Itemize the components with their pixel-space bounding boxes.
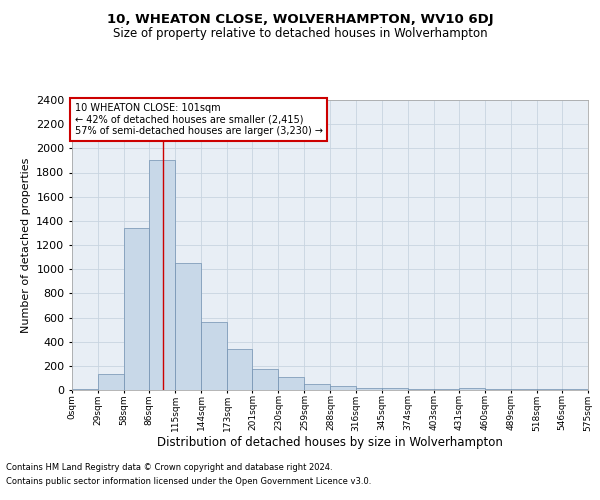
Bar xyxy=(459,388,485,390)
X-axis label: Distribution of detached houses by size in Wolverhampton: Distribution of detached houses by size … xyxy=(157,436,503,449)
Bar xyxy=(331,386,356,390)
Bar xyxy=(124,228,149,390)
Bar xyxy=(175,263,201,390)
Bar xyxy=(304,384,331,390)
Bar xyxy=(98,374,124,390)
Text: Contains public sector information licensed under the Open Government Licence v3: Contains public sector information licen… xyxy=(6,477,371,486)
Bar xyxy=(201,322,227,390)
Bar xyxy=(227,349,253,390)
Bar xyxy=(382,388,407,390)
Bar xyxy=(278,376,304,390)
Bar xyxy=(356,388,382,390)
Bar xyxy=(72,389,98,390)
Bar xyxy=(407,389,434,390)
Bar xyxy=(253,370,278,390)
Text: 10, WHEATON CLOSE, WOLVERHAMPTON, WV10 6DJ: 10, WHEATON CLOSE, WOLVERHAMPTON, WV10 6… xyxy=(107,12,493,26)
Text: 10 WHEATON CLOSE: 101sqm
← 42% of detached houses are smaller (2,415)
57% of sem: 10 WHEATON CLOSE: 101sqm ← 42% of detach… xyxy=(74,103,323,136)
Bar xyxy=(149,160,175,390)
Text: Contains HM Land Registry data © Crown copyright and database right 2024.: Contains HM Land Registry data © Crown c… xyxy=(6,464,332,472)
Y-axis label: Number of detached properties: Number of detached properties xyxy=(20,158,31,332)
Text: Size of property relative to detached houses in Wolverhampton: Size of property relative to detached ho… xyxy=(113,28,487,40)
